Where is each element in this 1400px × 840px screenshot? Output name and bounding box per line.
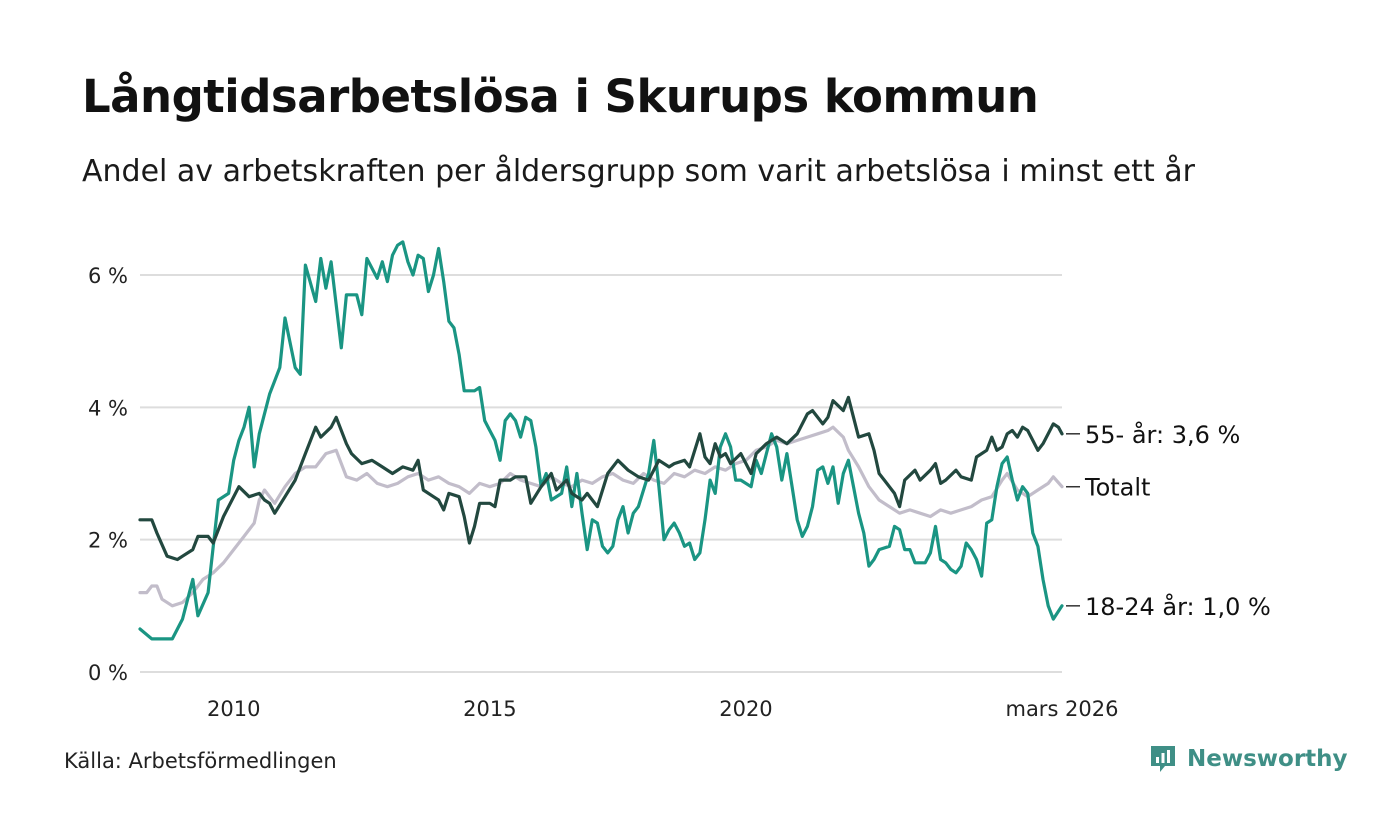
source-note: Källa: Arbetsförmedlingen — [64, 749, 337, 773]
newsworthy-icon — [1151, 746, 1175, 772]
series-line-senior — [138, 395, 1064, 562]
gridlines — [140, 274, 1062, 673]
end-label-senior: 55- år: 3,6 % — [1085, 420, 1240, 449]
y-tick-label: 2 % — [88, 529, 128, 553]
newsworthy-logo[interactable]: Newsworthy — [1149, 744, 1348, 774]
x-tick-label: 2015 — [463, 697, 516, 721]
chart-title: Långtidsarbetslösa i Skurups kommun — [82, 70, 1039, 123]
end-label-total: Totalt — [1084, 474, 1150, 502]
y-tick-label: 6 % — [88, 264, 128, 288]
x-tick-label: 2010 — [207, 697, 260, 721]
series-line-youth — [138, 240, 1064, 641]
chart-subtitle: Andel av arbetskraften per åldersgrupp s… — [82, 154, 1195, 189]
series-end-labels: 18-24 år: 1,0 % 55- år: 3,6 % Totalt — [1066, 420, 1271, 621]
brand-name: Newsworthy — [1187, 746, 1348, 772]
series-lines — [138, 240, 1064, 641]
x-tick-label: mars 2026 — [1005, 697, 1118, 721]
end-label-youth: 18-24 år: 1,0 % — [1085, 592, 1271, 621]
y-axis-ticks: 0 % 2 % 4 % 6 % — [88, 264, 128, 685]
y-tick-label: 4 % — [88, 396, 128, 420]
series-line-total — [138, 425, 1064, 608]
y-tick-label: 0 % — [88, 661, 128, 685]
x-axis-ticks: 2010 2015 2020 mars 2026 — [207, 697, 1119, 721]
x-tick-label: 2020 — [719, 697, 772, 721]
